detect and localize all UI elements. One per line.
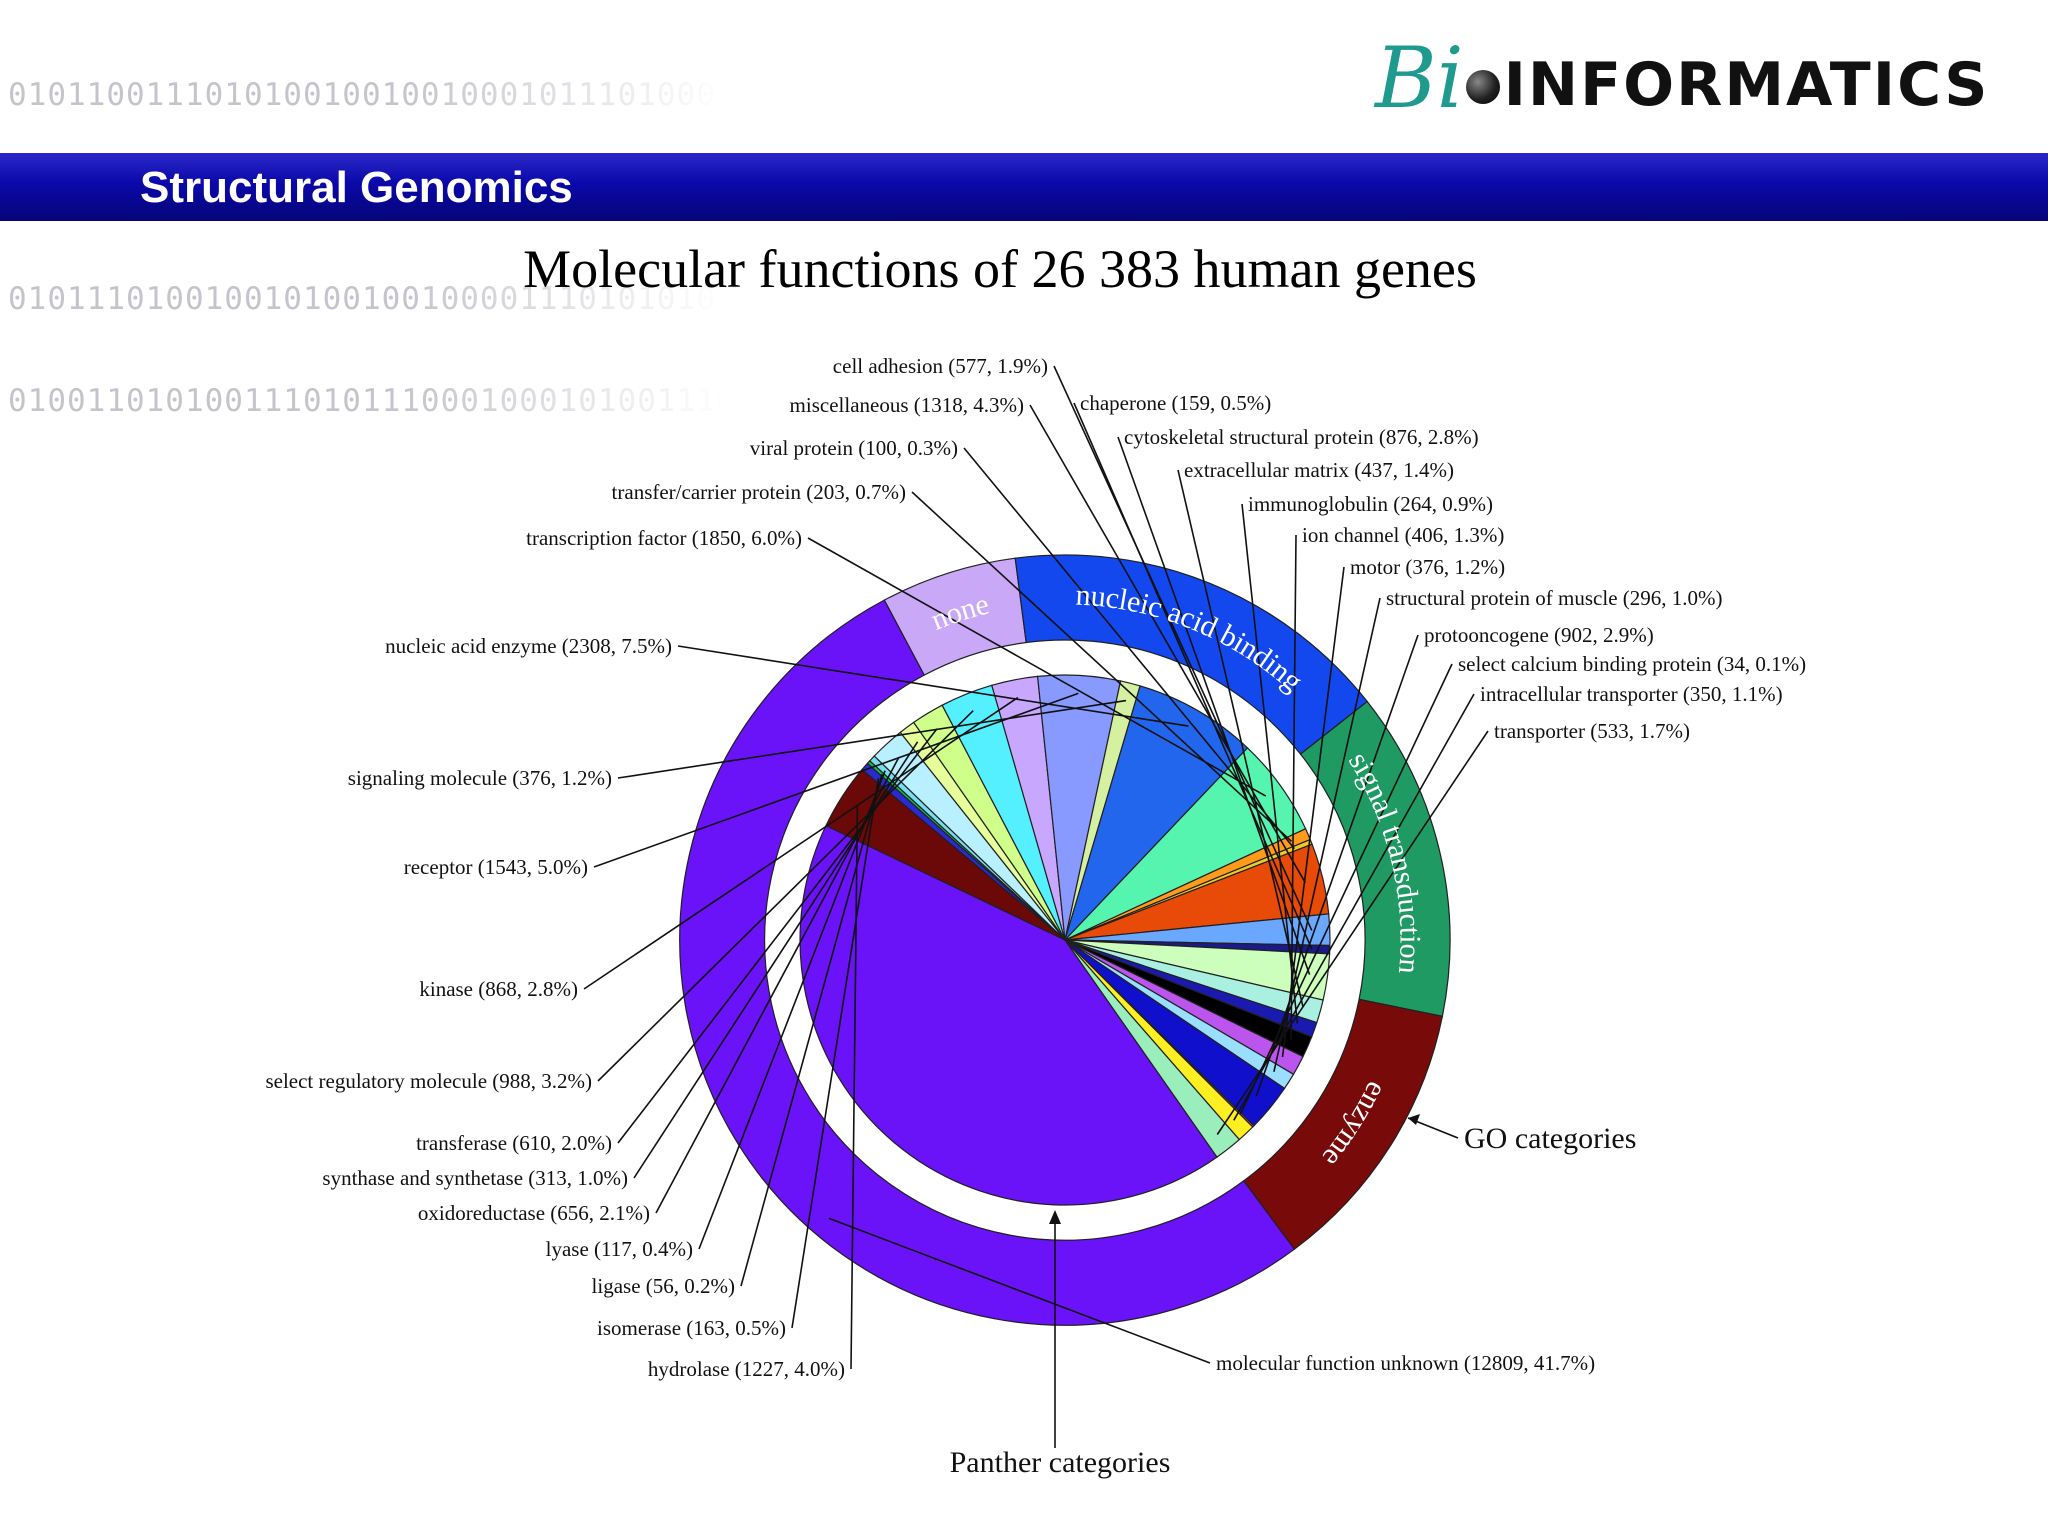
slice-label: immunoglobulin (264, 0.9%) [1248,492,1493,516]
slice-labels: molecular function unknown (12809, 41.7%… [265,354,1806,1381]
logo-sphere-icon [1465,70,1500,104]
leader-line [1117,436,1311,975]
leader-line [828,1217,1211,1364]
slice-label: ligase (56, 0.2%) [592,1274,735,1298]
slice-label: synthase and synthetase (313, 1.0%) [322,1166,628,1190]
slice-label: transcription factor (1850, 6.0%) [526,526,802,550]
slice-label: kinase (868, 2.8%) [419,977,578,1001]
banner-title: Structural Genomics [140,163,573,212]
slice-label: receptor (1543, 5.0%) [404,855,588,879]
panther-categories-label: Panther categories [950,1446,1171,1479]
slice-label: nucleic acid enzyme (2308, 7.5%) [385,634,672,658]
leader-line [1053,365,1313,931]
section-banner: Structural Genomics [0,153,2048,221]
slice-label: select calcium binding protein (34, 0.1%… [1458,652,1806,676]
panther-categories-pie [799,674,1331,1206]
slice-label: extracellular matrix (437, 1.4%) [1184,458,1454,482]
leader-line [617,728,938,1144]
go-categories-ring [679,554,1451,1326]
ring-segment-unknown [679,599,1296,1326]
leader-line [617,699,1127,779]
leader-line [1177,469,1304,1007]
leader-line [1073,402,1313,950]
slice-label: transferase (610, 2.0%) [416,1131,612,1155]
slice-label: isomerase (163, 0.5%) [597,1316,786,1340]
slice-label: structural protein of muscle (296, 1.0%) [1386,586,1723,610]
go-categories-label: GO categories [1464,1122,1636,1155]
logo-word-text: INFORMATICS [1503,50,1990,120]
leader-line [911,491,1293,842]
slice-label: chaperone (159, 0.5%) [1080,391,1271,415]
leader-line [1281,566,1345,1058]
slice-label: viral protein (100, 0.3%) [750,436,958,460]
leader-line [1029,404,1306,884]
pie-slice-transporter [1064,939,1241,1158]
slice-label: protooncogene (902, 2.9%) [1424,623,1654,647]
leader-line [1255,634,1419,1097]
leader-line [1290,534,1297,1040]
chart-title: Molecular functions of 26 383 human gene… [523,239,1477,299]
slice-label: motor (376, 1.2%) [1350,555,1505,579]
slice-label: miscellaneous (1318, 4.3%) [790,393,1024,417]
slice-label: transporter (533, 1.7%) [1494,719,1690,743]
leader-line [1273,597,1381,1072]
pie-slice-nucleic-acid-enzyme [1064,685,1249,941]
leader-line [740,773,883,1287]
leader-line [597,710,974,1082]
slice-label: hydrolase (1227, 4.0%) [648,1357,845,1381]
leader-line [698,770,886,1250]
slice-label: ion channel (406, 1.3%) [1302,523,1504,547]
slice-label: molecular function unknown (12809, 41.7%… [1216,1351,1595,1375]
panther-arrowhead-icon [1049,1210,1061,1224]
leader-line [807,537,1267,797]
leader-line [1216,730,1489,1135]
leader-line [1241,503,1299,1024]
slice-label: select regulatory molecule (988, 3.2%) [265,1069,592,1093]
logo-bi-text: Bi [1375,29,1464,127]
leader-line [850,806,859,1370]
slice-label: intracellular transporter (350, 1.1%) [1480,682,1783,706]
slice-label: cytoskeletal structural protein (876, 2.… [1124,425,1479,449]
leader-line [677,645,1189,727]
leader-line [583,696,1019,990]
slice-label: signaling molecule (376, 1.2%) [348,766,612,790]
leader-line [593,692,1079,868]
leader-line [1239,663,1453,1115]
slice-label: transfer/carrier protein (203, 0.7%) [612,480,906,504]
slice-label: cell adhesion (577, 1.9%) [833,354,1048,378]
bioinformatics-logo: Bi INFORMATICS [1375,28,1989,128]
go-arrowhead-icon [1408,1114,1420,1125]
slice-label: oxidoreductase (656, 2.1%) [418,1201,650,1225]
leader-line [791,778,880,1329]
slice-label: lyase (117, 0.4%) [546,1237,693,1261]
leader-lines [583,365,1489,1448]
